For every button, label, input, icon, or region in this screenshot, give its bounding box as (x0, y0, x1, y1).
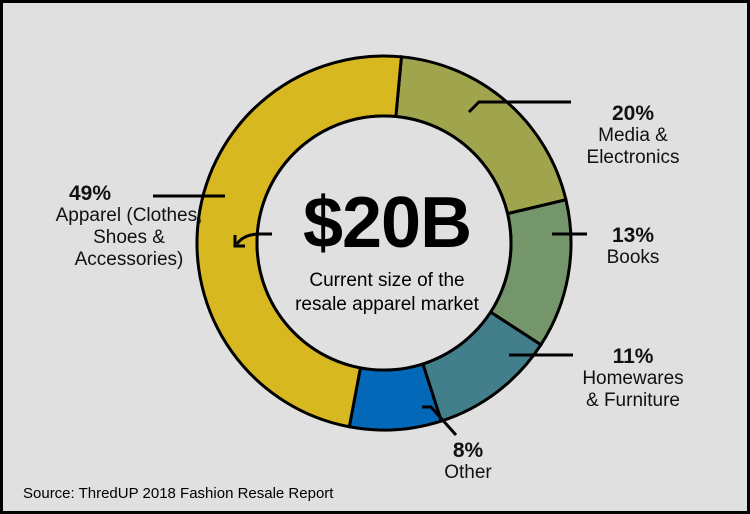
source-note: Source: ThredUP 2018 Fashion Resale Repo… (23, 485, 334, 502)
label-pct: 20% (611, 102, 655, 125)
label-name: Homewares & Furniture (582, 368, 684, 411)
label-name: Media & Electronics (586, 125, 680, 168)
arrow-icon (233, 232, 272, 248)
leader-line (422, 405, 458, 436)
center-value: $20B (302, 183, 472, 263)
donut-chart (153, 54, 587, 436)
label-homewares: 11% Homewares & Furniture (563, 346, 703, 412)
donut-slice (347, 362, 444, 432)
leader-line (467, 100, 571, 114)
label-pct: 11% (612, 345, 654, 368)
donut-hole (255, 114, 513, 372)
label-name: Books (606, 247, 660, 268)
label-apparel: 49% Apparel (Clothes, Shoes & Accessorie… (39, 183, 219, 271)
label-name: Apparel (Clothes, Shoes & Accessories) (55, 205, 203, 270)
label-pct: 49% (69, 182, 112, 205)
label-pct: 8% (452, 439, 484, 462)
center-text: Current size of the resale apparel marke… (295, 270, 479, 315)
label-pct: 13% (611, 224, 655, 247)
label-books: 13% Books (593, 225, 673, 269)
label-media: 20% Media & Electronics (563, 103, 703, 169)
label-other: 8% Other (423, 440, 513, 484)
label-name: Other (444, 462, 492, 483)
